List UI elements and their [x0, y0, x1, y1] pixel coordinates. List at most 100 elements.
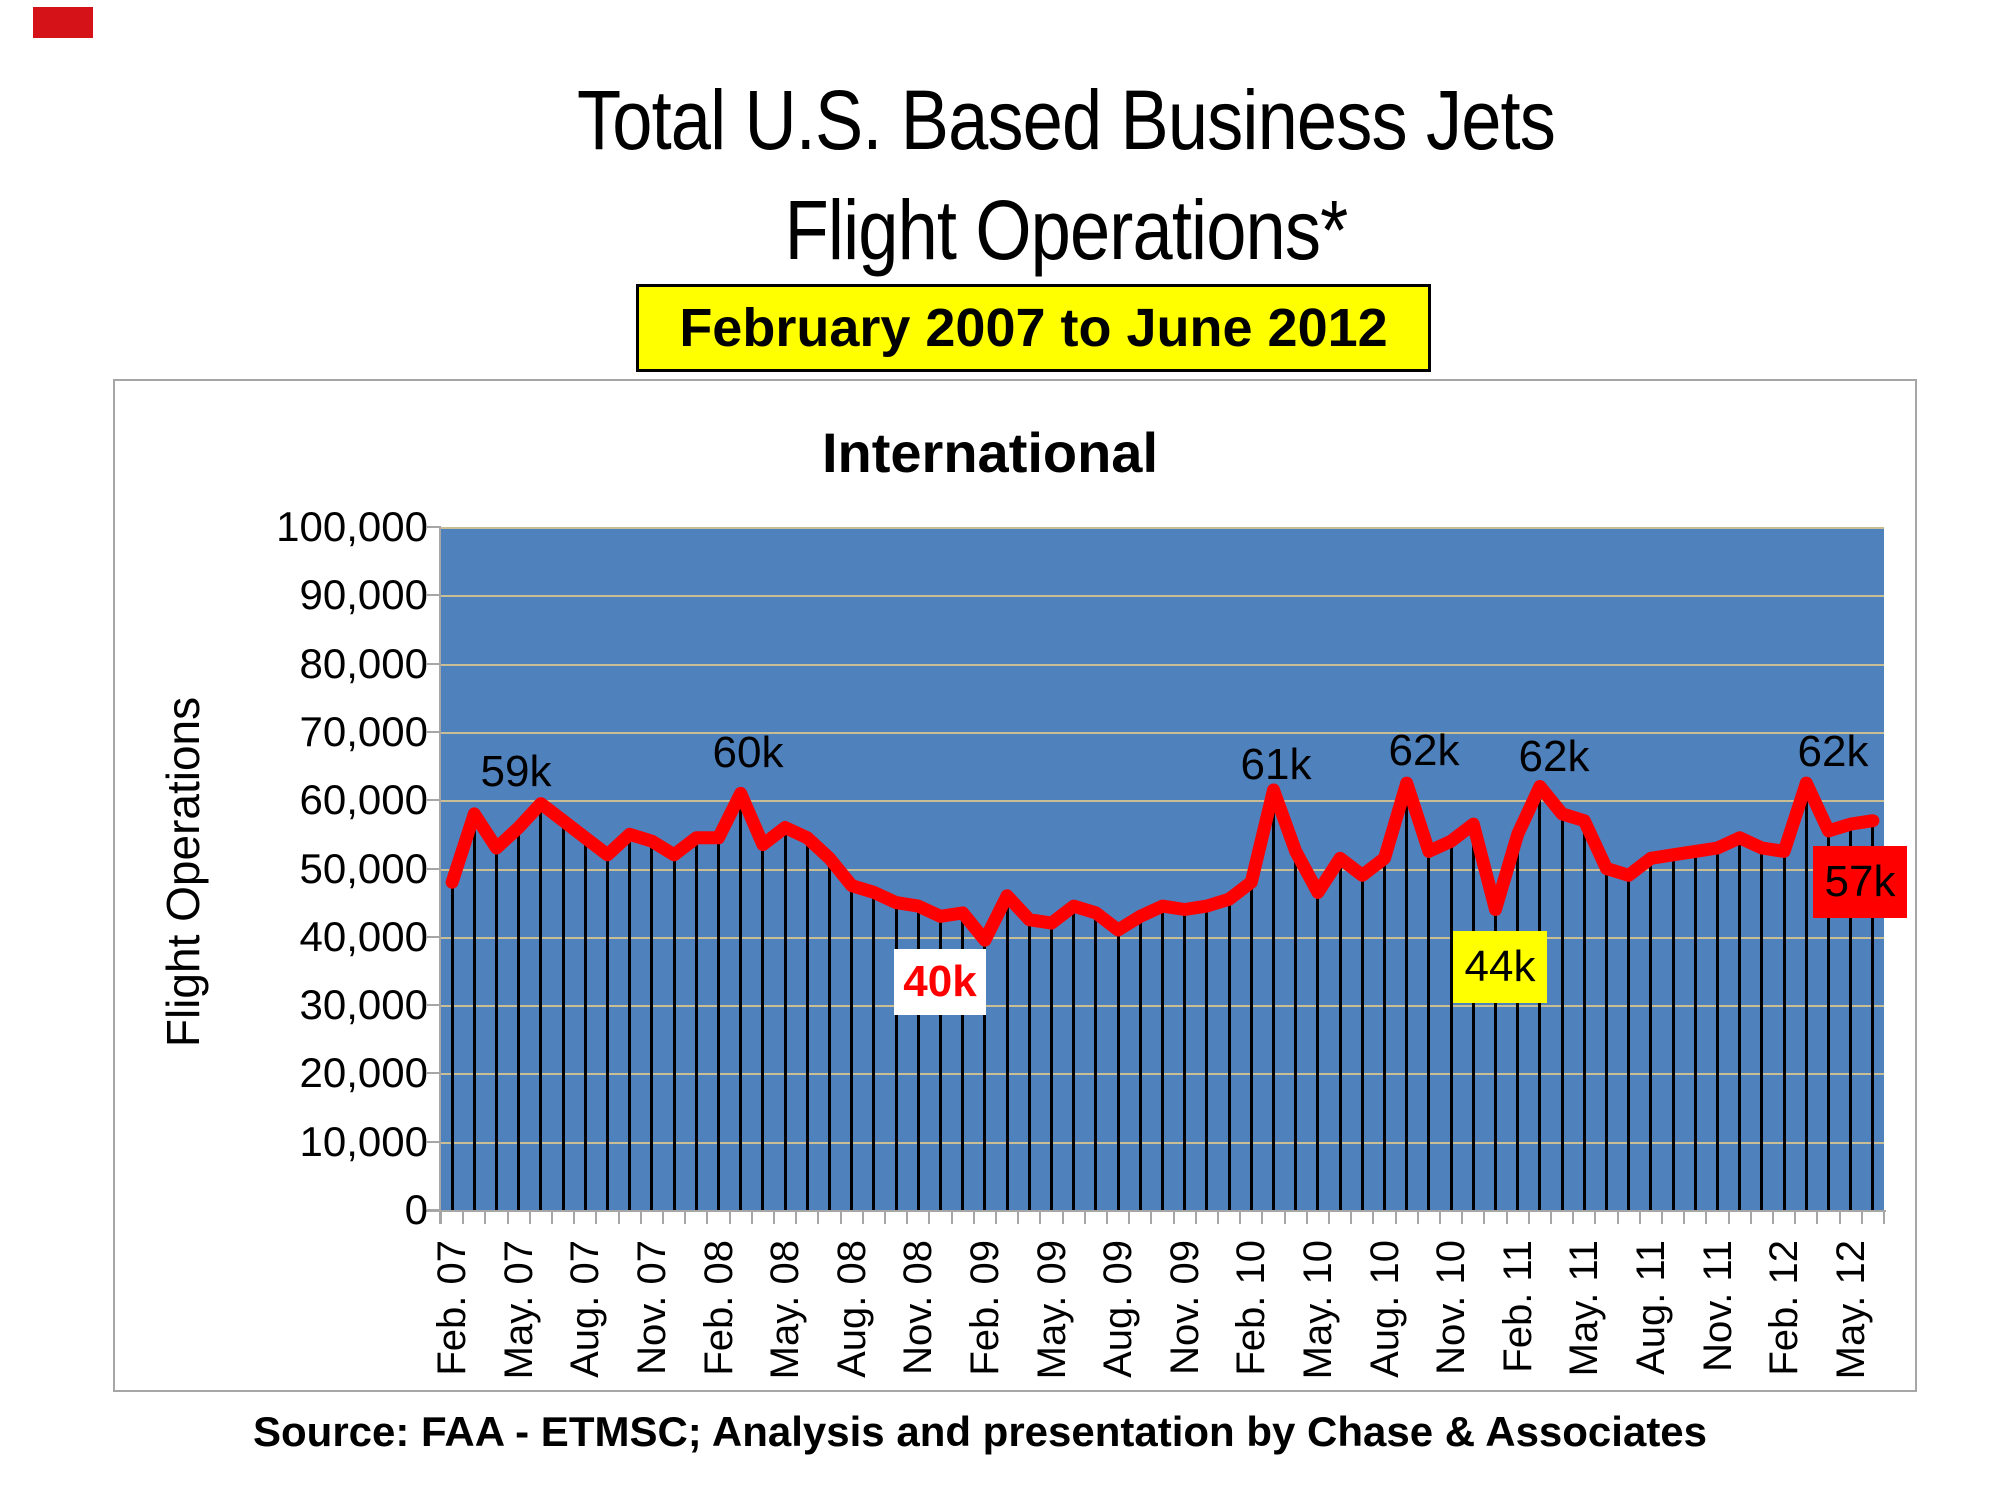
y-tick-label: 70,000	[299, 707, 428, 755]
x-tick	[1616, 1212, 1619, 1224]
x-tick-label: Feb. 12	[1762, 1240, 1807, 1376]
drop-line	[828, 858, 831, 1210]
drop-line	[783, 827, 787, 1210]
x-tick	[1261, 1212, 1264, 1224]
drop-line	[472, 813, 476, 1210]
x-tick-label: Nov. 07	[629, 1240, 674, 1375]
y-tick-label: 80,000	[299, 639, 428, 687]
drop-line	[872, 892, 876, 1210]
data-label-60k: 60k	[712, 728, 784, 777]
x-tick	[1194, 1212, 1197, 1224]
x-tick	[1083, 1212, 1086, 1224]
source-note: Source: FAA - ETMSC; Analysis and presen…	[253, 1408, 1708, 1455]
x-tick	[595, 1212, 598, 1224]
drop-line	[1161, 906, 1164, 1210]
drop-line	[894, 902, 898, 1210]
y-tick	[427, 1004, 441, 1007]
gridline	[441, 800, 1884, 803]
x-tick-label: May. 07	[496, 1240, 541, 1380]
x-axis-line	[425, 1210, 1886, 1212]
x-tick	[1394, 1212, 1397, 1224]
y-tick	[427, 730, 441, 733]
y-tick	[427, 1209, 441, 1211]
y-tick-label: 40,000	[299, 912, 428, 960]
x-tick	[1883, 1212, 1885, 1224]
x-tick	[1439, 1212, 1441, 1224]
drop-line	[1360, 875, 1364, 1210]
x-tick	[573, 1212, 576, 1224]
y-axis-title: Flight Operations	[157, 696, 209, 1048]
drop-line	[1005, 895, 1009, 1210]
x-tick	[1328, 1212, 1330, 1224]
x-tick	[1483, 1212, 1486, 1224]
x-tick	[1772, 1212, 1774, 1224]
drop-line	[939, 916, 942, 1210]
data-label-57k: 57k	[1813, 846, 1907, 918]
drop-line	[1605, 868, 1608, 1210]
y-tick-label: 0	[404, 1186, 428, 1233]
drop-line	[1871, 820, 1875, 1210]
x-tick	[861, 1212, 864, 1224]
series-line	[445, 776, 1880, 947]
y-tick	[427, 799, 441, 802]
y-tick-label: 60,000	[299, 776, 428, 824]
drop-line	[1582, 820, 1586, 1210]
x-tick-label: May. 10	[1295, 1240, 1340, 1380]
drop-line	[1627, 875, 1631, 1210]
x-tick-label: Nov. 10	[1429, 1240, 1474, 1375]
x-tick	[1106, 1212, 1108, 1224]
x-tick-label: Aug. 07	[563, 1240, 608, 1378]
y-tick	[427, 1072, 441, 1075]
drop-line	[1671, 854, 1675, 1210]
y-tick-label: 30,000	[299, 981, 428, 1029]
x-tick-label: Nov. 08	[896, 1240, 941, 1375]
x-tick-label: Feb. 08	[696, 1240, 741, 1376]
drop-line	[761, 844, 765, 1210]
x-tick-label: May. 08	[763, 1240, 808, 1380]
x-tick	[1661, 1212, 1663, 1224]
gridline	[441, 527, 1884, 529]
x-tick	[1017, 1212, 1020, 1224]
y-tick-label: 10,000	[299, 1117, 428, 1165]
drop-line	[539, 803, 543, 1210]
x-tick	[884, 1212, 886, 1224]
date-range-badge: February 2007 to June 2012	[636, 284, 1431, 372]
x-tick	[1217, 1212, 1219, 1224]
x-tick	[839, 1212, 842, 1224]
gridline	[441, 868, 1884, 871]
x-tick	[1550, 1212, 1552, 1224]
x-tick-label: Aug. 11	[1628, 1240, 1673, 1375]
drop-line	[1183, 909, 1187, 1210]
drop-line	[1072, 906, 1076, 1210]
x-tick	[1527, 1212, 1530, 1224]
drop-line	[983, 940, 987, 1210]
drop-line	[1405, 783, 1409, 1210]
drop-line	[1471, 824, 1475, 1210]
data-label-61k: 61k	[1240, 740, 1312, 789]
x-tick	[684, 1212, 687, 1224]
x-tick	[1461, 1212, 1464, 1224]
x-tick	[528, 1212, 531, 1224]
x-tick-label: Feb. 11	[1495, 1240, 1540, 1373]
drop-line	[1494, 909, 1497, 1210]
drop-line	[961, 912, 965, 1210]
x-tick	[1283, 1212, 1286, 1224]
x-tick	[1350, 1212, 1353, 1224]
data-label-59k: 59k	[480, 747, 552, 796]
drop-line	[717, 837, 720, 1210]
drop-line	[517, 827, 521, 1210]
x-tick	[1816, 1212, 1819, 1224]
x-tick-label: May. 12	[1828, 1240, 1873, 1380]
x-tick-label: May. 11	[1562, 1240, 1607, 1377]
x-tick	[1572, 1212, 1575, 1224]
drop-line	[850, 885, 854, 1210]
drop-line	[1383, 858, 1386, 1210]
drop-line	[606, 854, 609, 1210]
drop-line	[1050, 923, 1053, 1210]
data-label-62k: 62k	[1388, 726, 1460, 775]
drop-line	[1716, 848, 1719, 1210]
x-tick	[551, 1212, 553, 1224]
page-title-line1: Total U.S. Based Business Jets	[576, 73, 1556, 167]
x-tick	[617, 1212, 620, 1224]
data-label-62k: 62k	[1797, 727, 1869, 776]
